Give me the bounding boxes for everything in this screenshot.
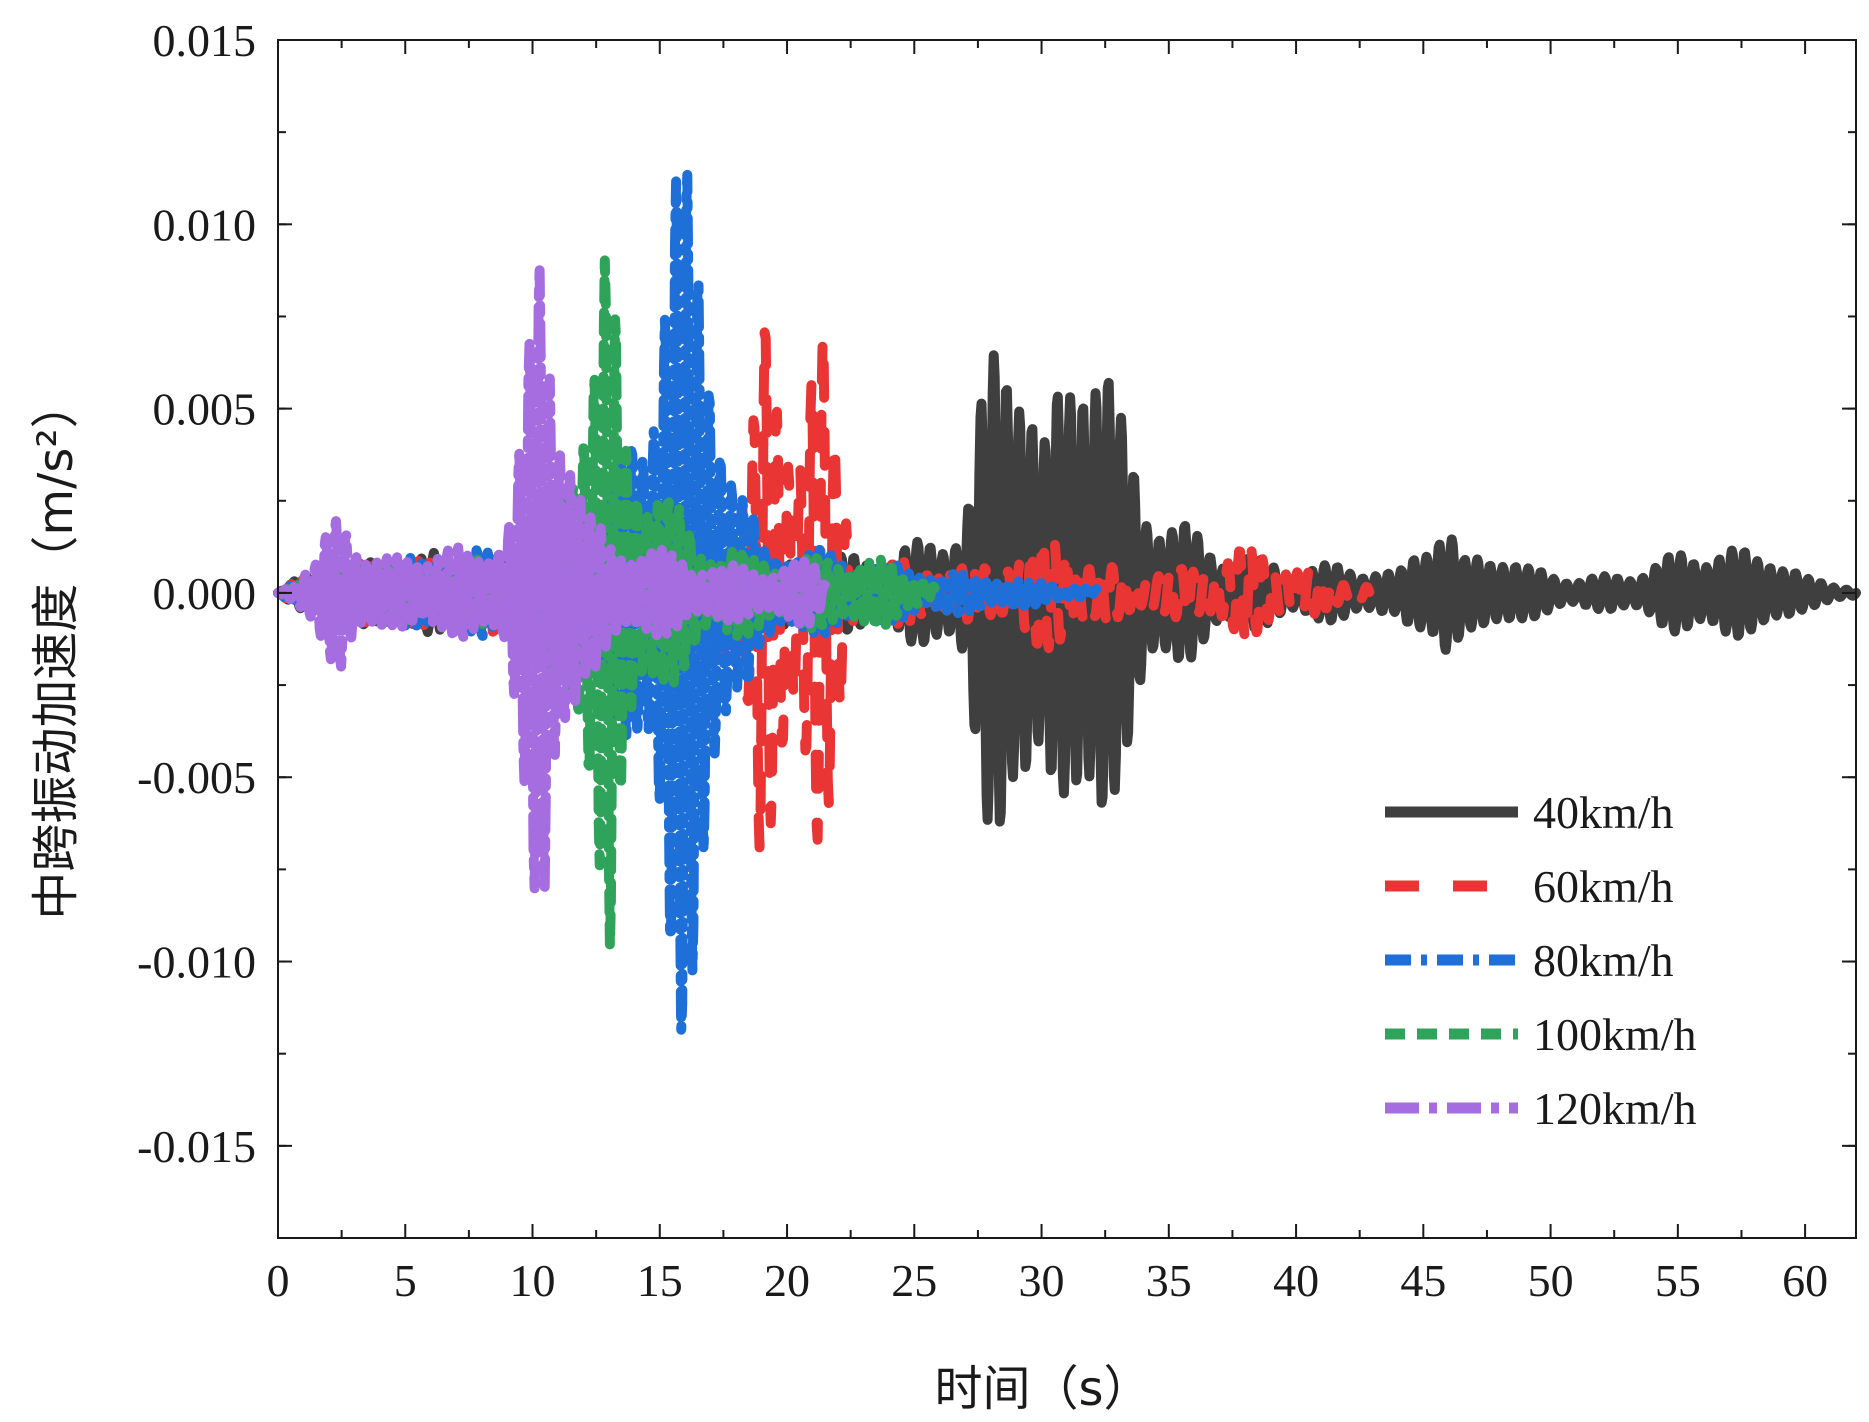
x-tick-label: 5: [394, 1255, 417, 1306]
legend-label-80km/h: 80km/h: [1533, 935, 1674, 986]
series-line-120km/h: [273, 265, 830, 894]
x-tick-label: 50: [1528, 1255, 1574, 1306]
x-tick-label: 25: [891, 1255, 937, 1306]
x-tick-label: 30: [1019, 1255, 1065, 1306]
legend-label-60km/h: 60km/h: [1533, 861, 1674, 912]
x-tick-label: 10: [510, 1255, 556, 1306]
x-tick-label: 55: [1655, 1255, 1701, 1306]
legend: 40km/h 60km/h 80km/h 100km/h 120km/h: [1385, 787, 1697, 1134]
axis-layer: 0 5 10 15 20 25 30 35 40 45 50 55 60 0.015 0.010 0.005 0…: [137, 15, 1857, 1306]
y-tick-label: 0.005: [153, 384, 257, 435]
x-tick-label: 0: [267, 1255, 290, 1306]
x-tick-label: 15: [637, 1255, 683, 1306]
legend-label-40km/h: 40km/h: [1533, 787, 1674, 838]
series-layer: [273, 169, 1861, 1035]
x-tick-label: 20: [764, 1255, 810, 1306]
y-tick-label: 0.000: [153, 568, 257, 619]
legend-label-120km/h: 120km/h: [1533, 1083, 1697, 1134]
x-tick-label: 60: [1782, 1255, 1828, 1306]
y-axis-title: 中跨振动加速度（m/s²）: [28, 380, 84, 919]
x-tick-label: 35: [1146, 1255, 1192, 1306]
x-axis-title: 时间（s）: [934, 1361, 1151, 1417]
y-tick-label: -0.015: [137, 1121, 256, 1172]
y-tick-label: -0.005: [137, 752, 256, 803]
y-tick-label: -0.010: [137, 937, 256, 988]
x-tick-label: 40: [1273, 1255, 1319, 1306]
legend-label-100km/h: 100km/h: [1533, 1009, 1697, 1060]
plot-frame: [277, 39, 1857, 1239]
y-tick-label: 0.010: [153, 199, 257, 250]
x-tick-label: 45: [1400, 1255, 1446, 1306]
y-tick-label: 0.015: [153, 15, 257, 66]
